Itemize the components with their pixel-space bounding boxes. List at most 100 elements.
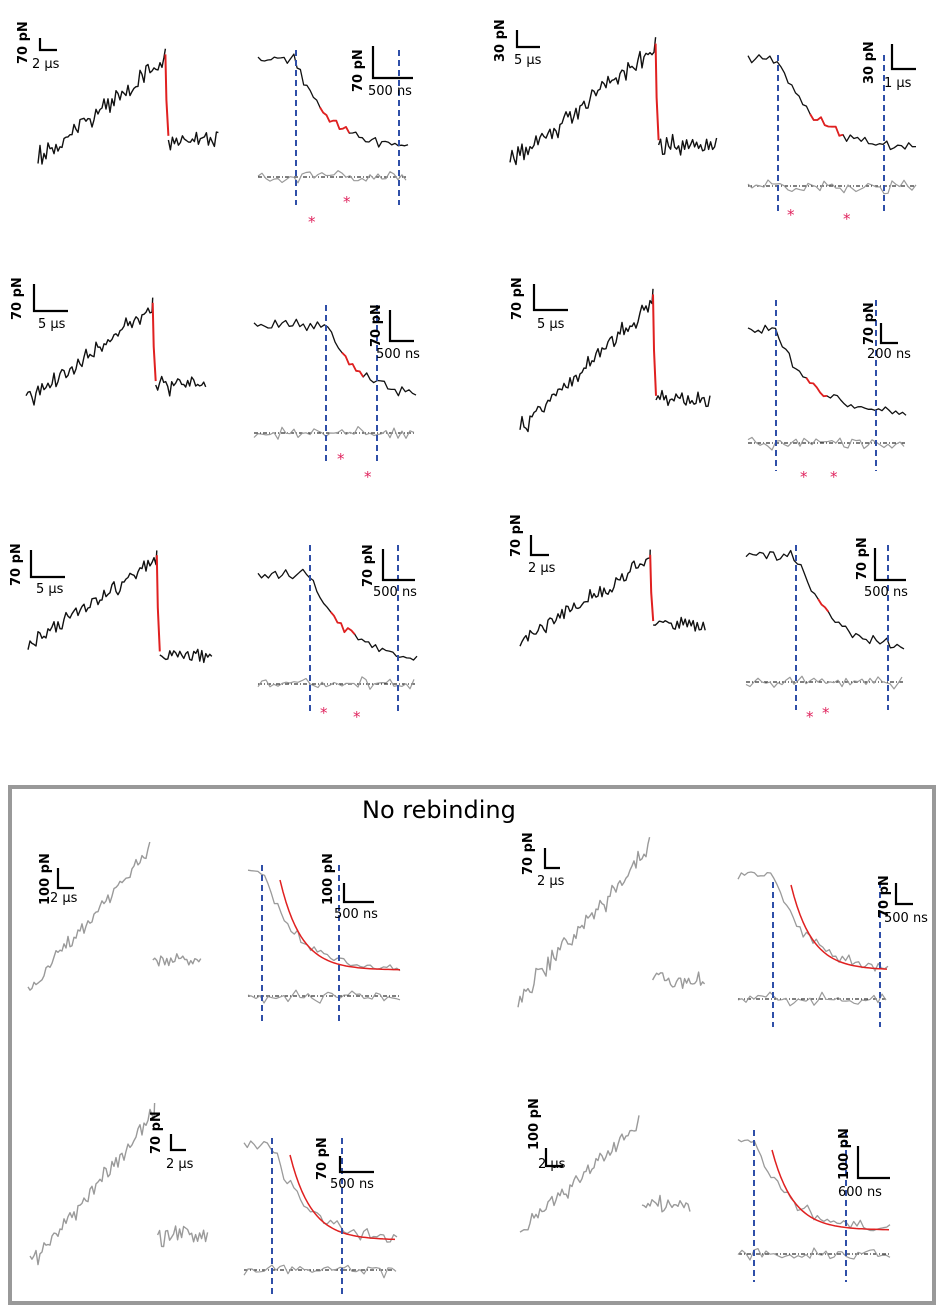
rebinding-segment [805, 377, 828, 398]
scale-time-label: 2 µs [32, 57, 60, 72]
scale-time-label: 600 ns [838, 1185, 882, 1200]
post-rupture-trace [152, 953, 202, 967]
scale-time-label: 500 ns [864, 585, 908, 600]
scale-force-label: 70 pN [369, 304, 384, 347]
scale-time-label: 2 µs [50, 891, 78, 906]
rupture-segment [164, 54, 170, 136]
scale-bar-zoom-8: 70 pN 500 ns [877, 875, 928, 926]
traces-layer [25, 37, 917, 1298]
scale-force-label: 70 pN [361, 544, 376, 587]
long-force-trace [29, 1102, 156, 1266]
scale-force-label: 70 pN [149, 1111, 164, 1154]
scale-bar-long-10: 100 pN 2 µs [527, 1098, 566, 1172]
scale-time-label: 500 ns [368, 84, 412, 99]
rebinding-star: * [843, 210, 851, 228]
rebinding-star: * [787, 206, 795, 224]
scale-force-label: 70 pN [16, 21, 31, 64]
scale-bar-long-8: 70 pN 2 µs [521, 832, 565, 889]
exponential-fit [790, 884, 888, 970]
rebinding-star: * [830, 468, 838, 486]
scale-force-label: 100 pN [321, 853, 336, 905]
rupture-segment [652, 294, 657, 396]
scale-bar-zoom-7: 100 pN 500 ns [321, 853, 378, 922]
scale-time-label: 500 ns [376, 347, 420, 362]
scale-force-label: 30 pN [862, 41, 877, 84]
post-rupture-trace [159, 648, 213, 664]
post-rupture-trace [155, 375, 207, 397]
scale-time-label: 5 µs [514, 53, 542, 68]
rebinding-star: * [806, 708, 814, 726]
scale-force-label: 100 pN [837, 1128, 852, 1180]
scale-force-label: 70 pN [9, 543, 24, 586]
long-force-trace [37, 48, 167, 165]
post-rupture-trace [657, 133, 718, 156]
post-rupture-trace [167, 131, 219, 151]
rebinding-star: * [800, 468, 808, 486]
rebinding-star: * [337, 450, 345, 468]
scale-bar-zoom-5: 70 pN 500 ns [361, 544, 417, 600]
scale-time-label: 2 µs [538, 1157, 566, 1172]
long-force-trace [27, 841, 151, 991]
rebinding-segment [329, 611, 356, 635]
residual-trace [737, 991, 887, 1007]
scale-bar-long-3: 70 pN 5 µs [10, 277, 68, 332]
scale-time-label: 2 µs [166, 1157, 194, 1172]
scale-force-label: 100 pN [38, 853, 53, 905]
zoom-force-trace [257, 53, 409, 148]
long-force-trace [519, 549, 651, 647]
long-force-trace [519, 288, 654, 433]
rebinding-segment [809, 113, 844, 137]
residual-trace [747, 179, 917, 195]
zoom-force-trace [257, 568, 418, 661]
scale-bar-long-7: 100 pN 2 µs [38, 853, 78, 906]
scale-time-label: 1 µs [884, 76, 912, 91]
scale-bar-zoom-3: 70 pN 500 ns [369, 304, 420, 362]
scale-bar-zoom-2: 30 pN 1 µs [862, 41, 916, 91]
scale-force-label: 100 pN [527, 1098, 542, 1150]
scale-time-label: 5 µs [537, 317, 565, 332]
no-rebinding-title: No rebinding [362, 796, 516, 824]
exponential-fit [289, 1154, 396, 1241]
post-rupture-trace [655, 389, 711, 408]
scale-bar-long-2: 30 pN 5 µs [493, 19, 542, 68]
scale-force-label: 70 pN [521, 832, 536, 875]
rebinding-star: * [364, 468, 372, 486]
scale-force-label: 70 pN [10, 277, 25, 320]
scale-bar-zoom-6: 70 pN 500 ns [855, 537, 908, 600]
scale-time-label: 500 ns [373, 585, 417, 600]
rebinding-segment [817, 598, 830, 613]
exponential-fit [279, 879, 401, 971]
long-force-trace [27, 550, 158, 650]
scale-bar-long-5: 70 pN 5 µs [9, 543, 65, 597]
scale-force-label: 70 pN [877, 875, 892, 918]
zoom-force-trace [747, 324, 907, 416]
residual-trace [247, 989, 401, 1004]
scale-force-label: 70 pN [855, 537, 870, 580]
scale-force-label: 70 pN [315, 1137, 330, 1180]
scale-time-label: 2 µs [528, 561, 556, 576]
long-force-trace [25, 297, 154, 406]
scale-force-label: 70 pN [351, 49, 366, 92]
exponential-fit [771, 1149, 890, 1231]
rupture-segment [155, 555, 161, 652]
post-rupture-trace [653, 616, 706, 632]
scale-bar-zoom-10: 100 pN 600 ns [837, 1128, 890, 1200]
rupture-segment [654, 43, 660, 141]
scale-force-label: 70 pN [510, 277, 525, 320]
long-force-trace [509, 37, 657, 166]
rebinding-star: * [353, 708, 361, 726]
residual-trace [745, 675, 903, 690]
rebinding-star: * [320, 704, 328, 722]
residual-trace [737, 1247, 891, 1261]
zoom-force-trace [737, 871, 889, 972]
rebinding-star: * [308, 213, 316, 231]
scale-force-label: 30 pN [493, 19, 508, 62]
rebinding-star: * [343, 193, 351, 211]
scale-time-label: 500 ns [330, 1177, 374, 1192]
rupture-segment [151, 302, 157, 382]
rupture-segment [649, 554, 655, 622]
scale-bar-long-6: 70 pN 2 µs [509, 514, 556, 576]
residual-trace [747, 436, 905, 451]
post-rupture-trace [651, 971, 706, 989]
zoom-force-trace [747, 54, 917, 151]
